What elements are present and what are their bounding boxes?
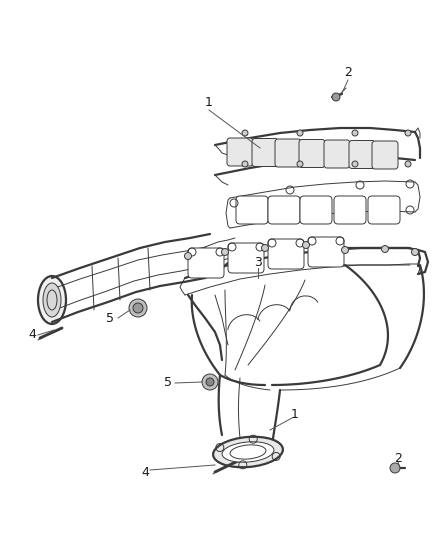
Circle shape [411,248,418,255]
Circle shape [184,253,191,260]
Text: 5: 5 [164,376,172,390]
Circle shape [206,378,214,386]
FancyBboxPatch shape [236,196,268,224]
FancyBboxPatch shape [300,196,332,224]
Text: 2: 2 [394,451,402,464]
FancyBboxPatch shape [349,141,375,168]
Text: 2: 2 [344,66,352,78]
Text: 3: 3 [254,255,262,269]
FancyBboxPatch shape [188,248,224,278]
Circle shape [405,161,411,167]
Text: 1: 1 [205,96,213,109]
Circle shape [242,130,248,136]
Text: 4: 4 [141,465,149,479]
FancyBboxPatch shape [368,196,400,224]
Circle shape [222,248,229,255]
Circle shape [352,130,358,136]
Ellipse shape [43,283,61,317]
Circle shape [133,303,143,313]
Circle shape [332,93,340,101]
FancyBboxPatch shape [268,239,304,269]
Ellipse shape [38,276,66,324]
Ellipse shape [213,437,283,467]
Text: 1: 1 [291,408,299,422]
Circle shape [261,245,268,252]
FancyBboxPatch shape [252,139,278,166]
FancyBboxPatch shape [299,140,325,167]
FancyBboxPatch shape [268,196,300,224]
FancyBboxPatch shape [275,139,301,167]
FancyBboxPatch shape [228,243,264,273]
Ellipse shape [222,442,274,462]
Circle shape [342,246,349,254]
Circle shape [303,241,310,248]
Circle shape [129,299,147,317]
Circle shape [242,161,248,167]
FancyBboxPatch shape [372,141,398,169]
FancyBboxPatch shape [308,237,344,267]
FancyBboxPatch shape [227,138,253,166]
FancyBboxPatch shape [324,140,350,168]
Circle shape [297,161,303,167]
Circle shape [381,246,389,253]
FancyBboxPatch shape [334,196,366,224]
Circle shape [202,374,218,390]
Text: 5: 5 [106,311,114,325]
Circle shape [297,130,303,136]
Circle shape [390,463,400,473]
Text: 4: 4 [28,328,36,342]
Circle shape [352,161,358,167]
Circle shape [405,130,411,136]
